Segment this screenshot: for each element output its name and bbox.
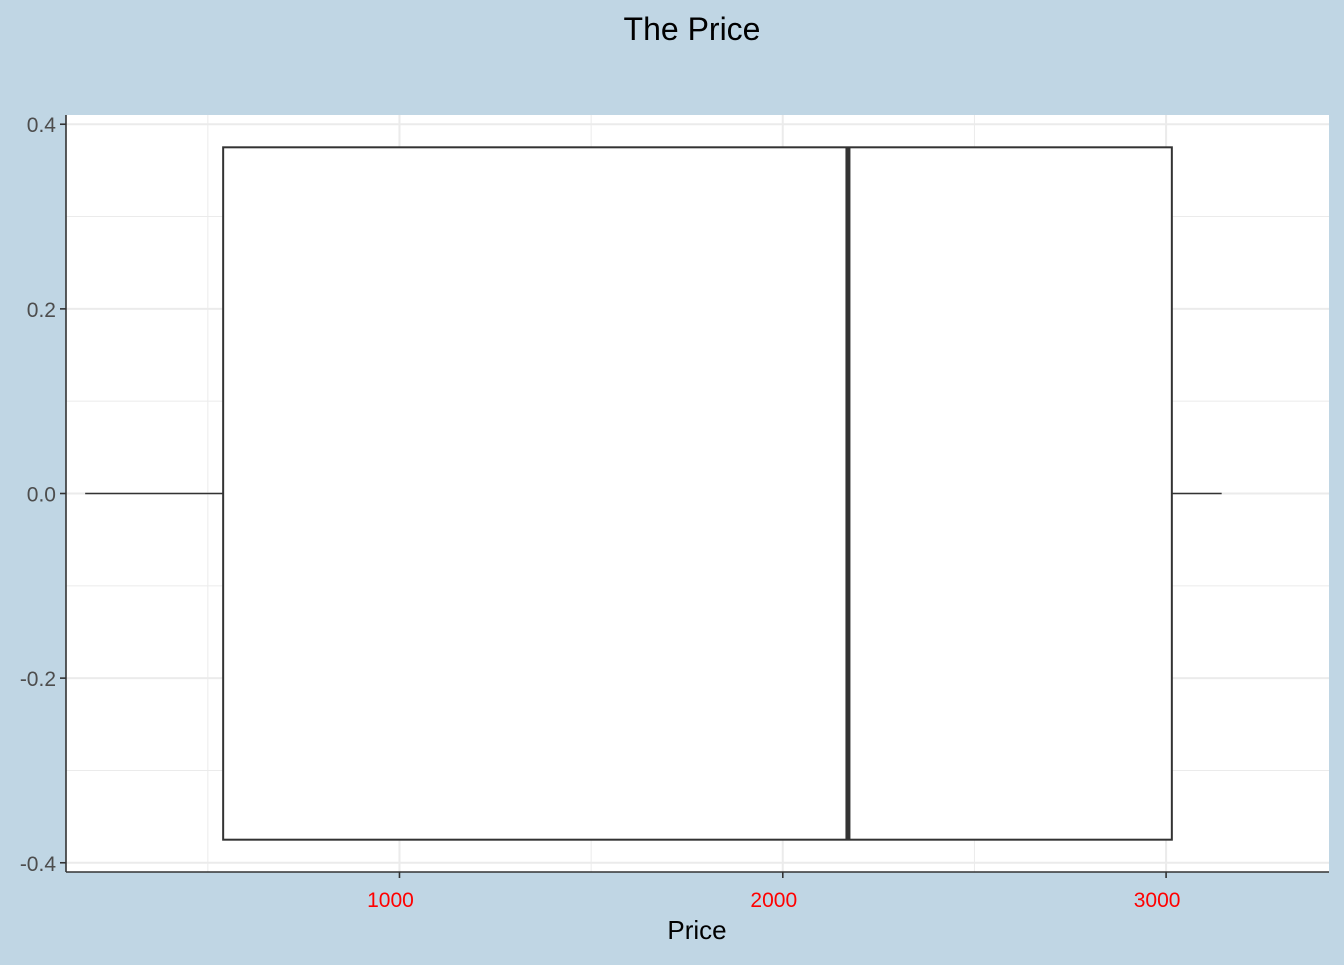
y-tick-label: 0.4 <box>27 114 57 137</box>
x-tick-label: 2000 <box>750 889 797 912</box>
x-tick-label: 3000 <box>1134 889 1181 912</box>
y-tick-label: -0.2 <box>20 668 56 691</box>
y-tick-label: 0.0 <box>27 484 56 507</box>
box-iqr <box>222 146 1173 841</box>
chart-title: The Price <box>624 11 761 47</box>
plot-area: 0.4 0.2 0.0 -0.2 -0.4 1000 2000 3000 <box>20 114 1329 912</box>
y-tick-label: 0.2 <box>27 299 56 322</box>
x-axis-label: Price <box>667 915 726 945</box>
y-tick-label: -0.4 <box>20 853 57 876</box>
x-tick-label: 1000 <box>367 889 414 912</box>
